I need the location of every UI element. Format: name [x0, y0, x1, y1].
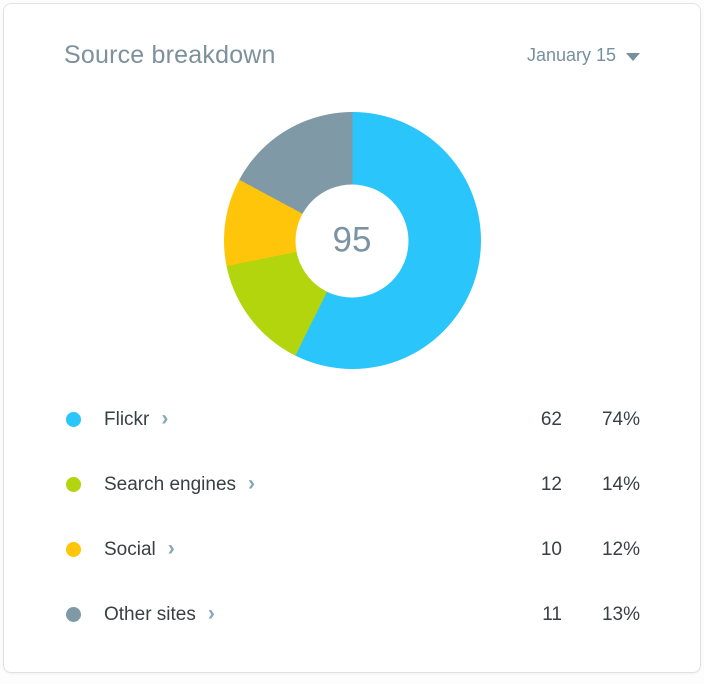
chevron-right-icon: ›	[161, 406, 169, 430]
legend-count: 11	[542, 603, 562, 625]
legend-row-flickr[interactable]: Flickr › 62 74%	[64, 387, 640, 452]
legend-label: Other sites	[104, 603, 196, 625]
donut-hole: 95	[295, 184, 409, 297]
legend-count: 10	[540, 538, 562, 560]
date-dropdown-label: January 15	[526, 45, 616, 65]
flickr-color-dot-icon	[66, 412, 81, 427]
chevron-right-icon: ›	[207, 601, 215, 625]
legend-row-other-sites[interactable]: Other sites › 11 13%	[64, 582, 640, 647]
donut-total-value: 95	[332, 220, 372, 260]
page-title: Source breakdown	[64, 41, 276, 69]
legend-label: Flickr	[104, 408, 150, 430]
search-engines-color-dot-icon	[66, 477, 81, 492]
legend-row-social[interactable]: Social › 10 12%	[64, 517, 640, 582]
source-breakdown-card: Source breakdown January 15 95 Flickr › …	[3, 3, 701, 673]
chevron-right-icon: ›	[167, 536, 175, 560]
legend-count: 62	[540, 408, 562, 430]
legend: Flickr › 62 74% Search engines › 12 14% …	[4, 387, 700, 647]
legend-percent: 14%	[601, 473, 640, 495]
card-header: Source breakdown January 15	[4, 4, 700, 70]
legend-label: Social	[104, 538, 156, 560]
other-sites-color-dot-icon	[66, 607, 81, 622]
legend-percent: 13%	[601, 603, 640, 625]
chevron-right-icon: ›	[248, 471, 256, 495]
legend-percent: 12%	[601, 538, 640, 560]
legend-row-search-engines[interactable]: Search engines › 12 14%	[64, 452, 640, 517]
donut-ring: 95	[223, 112, 481, 369]
social-color-dot-icon	[66, 542, 81, 557]
date-dropdown[interactable]: January 15	[527, 45, 640, 66]
chevron-down-icon	[626, 52, 640, 61]
legend-percent: 74%	[601, 408, 640, 430]
legend-count: 12	[540, 473, 562, 495]
legend-label: Search engines	[104, 473, 237, 495]
chart-area: 95	[4, 112, 700, 369]
